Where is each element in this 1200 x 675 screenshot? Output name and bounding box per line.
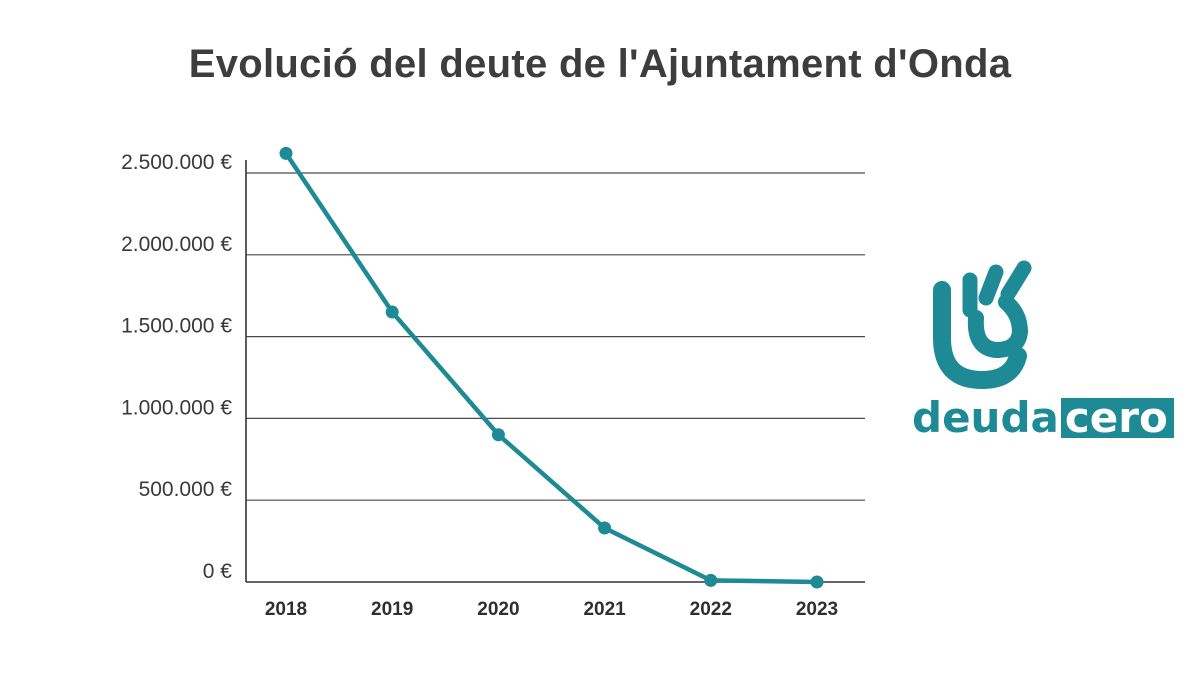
- logo-boxed-word: cero: [1060, 397, 1174, 439]
- y-tick-label: 1.500.000 €: [121, 315, 232, 338]
- x-tick-label: 2019: [371, 599, 413, 620]
- y-tick-label: 2.000.000 €: [121, 233, 232, 256]
- y-tick-label: 1.000.000 €: [121, 396, 232, 419]
- data-point: [385, 305, 399, 319]
- data-point: [704, 573, 718, 587]
- data-point: [279, 146, 293, 160]
- deudacero-logo: deuda cero: [900, 258, 1174, 448]
- y-tick-label: 0 €: [203, 560, 233, 583]
- series-line: [283, 151, 820, 585]
- y-tick-label: 2.500.000 €: [121, 151, 232, 174]
- data-point: [598, 521, 612, 535]
- data-point: [491, 428, 505, 442]
- logo-word: deuda: [912, 393, 1059, 442]
- y-tick-label: 500.000 €: [139, 478, 233, 501]
- x-tick-label: 2022: [690, 599, 732, 620]
- x-tick-label: 2020: [477, 599, 519, 620]
- x-tick-label: 2018: [265, 599, 307, 620]
- x-tick-label: 2021: [583, 599, 626, 620]
- x-tick-label: 2023: [796, 599, 838, 620]
- ok-hand-icon: [933, 260, 1032, 389]
- x-tick-labels: 2018 2019 2020 2021 2022 2023: [265, 599, 838, 620]
- series-layer: [279, 146, 824, 589]
- data-point: [810, 575, 824, 589]
- y-tick-labels: 0 € 500.000 € 1.000.000 € 1.500.000 € 2.000.…: [121, 151, 232, 583]
- logo-wordmark: deuda cero: [912, 395, 1174, 441]
- axes: [245, 160, 865, 583]
- grid-lines: [246, 172, 865, 501]
- chart-title: Evolució del deute de l'Ajuntament d'Ond…: [188, 42, 1012, 86]
